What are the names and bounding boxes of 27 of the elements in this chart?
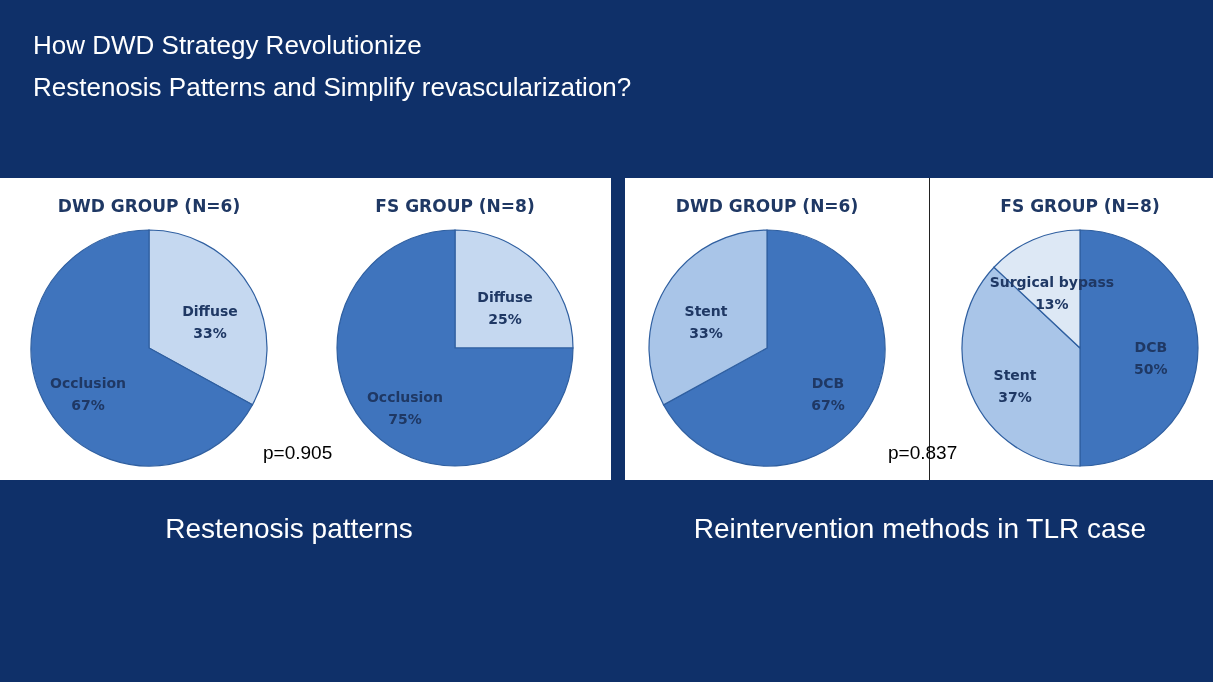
data-label: 25% [488,310,522,327]
slice-label: Diffuse [477,288,533,305]
text: Restenosis patterns [165,513,413,545]
slice-label: Diffuse [182,302,238,319]
data-label: 67% [71,397,105,414]
slice-label: DCB [811,375,845,392]
chart-title: FS GROUP (N=8) [375,195,535,216]
data-label: 33% [689,324,723,341]
slice-label: DCB [1134,339,1168,355]
data-label: 33% [193,324,227,341]
data-label: 67% [811,397,845,414]
chart-title: FS GROUP (N=8) [1000,195,1160,216]
data-label: 75% [388,411,422,428]
chart-title: DWD GROUP (N=6) [57,195,241,216]
text: Restenosis Patterns and Simplify revascularization? [33,72,632,103]
slice-label: Stent [993,367,1037,384]
text: p=0.905 [263,442,333,464]
slice-label: Occlusion [366,389,443,406]
chart-title: DWD GROUP (N=6) [675,195,859,216]
slice-label: Occlusion [50,375,127,392]
slice-label: Stent [684,302,728,319]
data-label: 37% [998,389,1032,406]
pie-slice [336,229,574,467]
text: How DWD Strategy Revolutionize [33,30,422,61]
data-label: 50% [1134,361,1168,377]
text: Reintervention methods in TLR case [693,513,1147,545]
data-label: 13% [1035,296,1069,313]
